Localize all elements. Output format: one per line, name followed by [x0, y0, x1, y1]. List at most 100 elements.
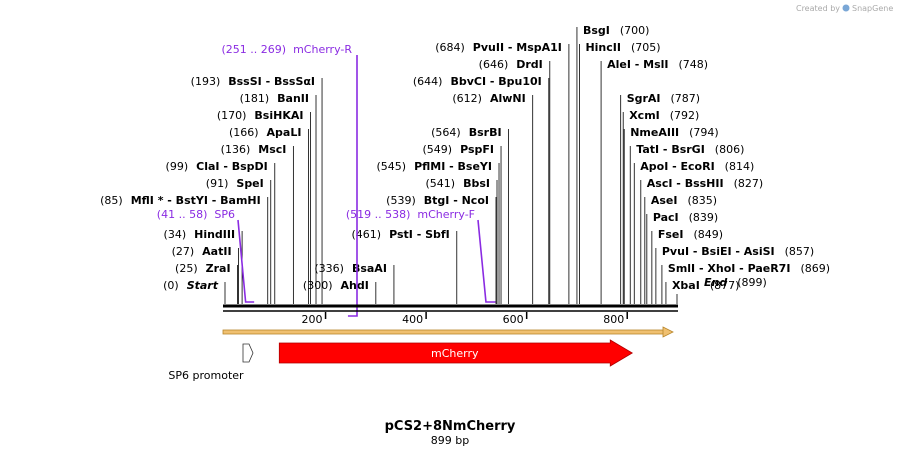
site-position: (564)	[431, 126, 461, 139]
primer-mcherry-r[interactable]: (251 .. 269) mCherry-R	[222, 43, 358, 317]
primer-mcherry-f[interactable]: (519 .. 538) mCherry-F	[346, 208, 496, 303]
site-aatii[interactable]: (27) AatII	[172, 245, 239, 304]
site-label: PacI (839)	[653, 211, 718, 224]
site-position: (539)	[386, 194, 416, 207]
site-position: (899)	[737, 276, 767, 289]
site-enzyme-name: BbsI	[463, 177, 490, 190]
site-position: (857)	[785, 245, 815, 258]
site-asei[interactable]: AseI (835)	[644, 194, 717, 304]
site-pvuii-mspa1i[interactable]: (684) PvuII - MspA1I	[435, 41, 570, 304]
backbone-arrow	[222, 326, 674, 338]
site-position: (549)	[423, 143, 453, 156]
site-position: (336)	[314, 262, 344, 275]
site-hincii[interactable]: HincII (705)	[579, 41, 661, 304]
site-paci[interactable]: PacI (839)	[646, 211, 718, 304]
site-position: (170)	[217, 109, 247, 122]
site-alwni[interactable]: (612) AlwNI	[452, 92, 534, 304]
site-enzyme-name: AhdI	[341, 279, 369, 292]
site-enzyme-name: DrdI	[516, 58, 543, 71]
site-bsihkai[interactable]: (170) BsiHKAI	[217, 109, 311, 304]
site-position: (835)	[687, 194, 717, 207]
site-asci-bsshii[interactable]: AscI - BssHII (827)	[640, 177, 763, 304]
site-psti-sbfi[interactable]: (461) PstI - SbfI	[352, 228, 458, 304]
site-bsrbi[interactable]: (564) BsrBI	[431, 126, 509, 304]
site-enzyme-name: BsrBI	[469, 126, 502, 139]
site-label: FseI (849)	[658, 228, 723, 241]
site-nmeaiii[interactable]: NmeAIII (794)	[623, 126, 719, 304]
site-enzyme-name: MflI * - BstYI - BamHI	[131, 194, 261, 207]
site-bbvci-bpu10i[interactable]: (644) BbvCI - Bpu10I	[413, 75, 550, 304]
site-position: (612)	[452, 92, 482, 105]
sequence-backbone[interactable]	[223, 304, 678, 312]
site-ahdi[interactable]: (300) AhdI	[303, 279, 377, 304]
site-position: (181)	[240, 92, 270, 105]
primer-name: SP6	[214, 208, 235, 221]
plasmid-name: pCS2+8NmCherry	[385, 419, 516, 434]
site-msci[interactable]: (136) MscI	[221, 143, 294, 304]
primer-range: (41 .. 58)	[157, 208, 208, 221]
site-pvui-bsiei-asisi[interactable]: PvuI - BsiEI - AsiSI (857)	[655, 245, 815, 304]
scale-tick-600: 600	[503, 312, 528, 326]
site-xcmi[interactable]: XcmI (792)	[622, 109, 699, 304]
backbone-arrow-head	[662, 326, 674, 338]
site-fsei[interactable]: FseI (849)	[651, 228, 723, 304]
site-label: (646) DrdI	[479, 58, 543, 71]
site-label: (193) BssSI - BssSαI	[191, 75, 315, 88]
site-start[interactable]: (0) Start	[163, 279, 226, 304]
site-position: (646)	[479, 58, 509, 71]
primer-sp6[interactable]: (41 .. 58) SP6	[157, 208, 255, 303]
site-xbai[interactable]: XbaI (877)	[665, 279, 739, 304]
site-apali[interactable]: (166) ApaLI	[229, 126, 309, 304]
site-enzyme-name: BssSI - BssSαI	[228, 75, 315, 88]
credit: Created by SnapGene	[796, 4, 893, 13]
site-enzyme-name: PflMI - BseYI	[414, 160, 492, 173]
site-enzyme-name: TatI - BsrGI	[636, 143, 705, 156]
site-position: (34)	[164, 228, 187, 241]
site-label: (461) PstI - SbfI	[352, 228, 450, 241]
site-smli-xhoi-paer7i[interactable]: SmlI - XhoI - PaeR7I (869)	[661, 262, 830, 304]
site-alei-msli[interactable]: AleI - MslI (748)	[600, 58, 708, 304]
site-label: AscI - BssHII (827)	[647, 177, 763, 190]
site-pflmi-bseyi[interactable]: (545) PflMI - BseYI	[376, 160, 500, 304]
site-enzyme-name: BtgI - NcoI	[424, 194, 489, 207]
site-bsssi-bsss-i[interactable]: (193) BssSI - BssSαI	[191, 75, 323, 304]
site-enzyme-name: PvuI - BsiEI - AsiSI	[662, 245, 775, 258]
site-enzyme-name: SpeI	[236, 177, 263, 190]
site-zrai[interactable]: (25) ZraI	[175, 262, 238, 304]
site-label: (99) ClaI - BspDI	[166, 160, 268, 173]
site-apoi-ecori[interactable]: ApoI - EcoRI (814)	[633, 160, 754, 304]
credit-brand: SnapGene	[852, 4, 893, 13]
site-end[interactable]: End (899)	[676, 276, 767, 304]
site-enzyme-name: PspFI	[460, 143, 494, 156]
site-drdi[interactable]: (646) DrdI	[479, 58, 551, 304]
site-bsaai[interactable]: (336) BsaAI	[314, 262, 395, 304]
site-position: (99)	[166, 160, 189, 173]
site-enzyme-name: BsgI	[583, 24, 610, 37]
site-mfli-bstyi-bamhi[interactable]: (85) MflI * - BstYI - BamHI	[100, 194, 269, 304]
site-position: (545)	[376, 160, 406, 173]
site-position: (25)	[175, 262, 198, 275]
site-label: (612) AlwNI	[452, 92, 525, 105]
site-label: (549) PspFI	[423, 143, 495, 156]
site-position: (0)	[163, 279, 179, 292]
site-banii[interactable]: (181) BanII	[240, 92, 317, 304]
site-enzyme-name: AatII	[202, 245, 231, 258]
site-pspfi[interactable]: (549) PspFI	[423, 143, 502, 304]
site-sgrai[interactable]: SgrAI (787)	[620, 92, 700, 304]
site-label: (181) BanII	[240, 92, 309, 105]
site-clai-bspdi[interactable]: (99) ClaI - BspDI	[166, 160, 276, 304]
site-bbsi[interactable]: (541) BbsI	[426, 177, 498, 304]
site-bsgi[interactable]: BsgI (700)	[576, 24, 650, 304]
site-enzyme-name: HindIII	[194, 228, 235, 241]
site-position: (839)	[689, 211, 719, 224]
site-tati-bsrgi[interactable]: TatI - BsrGI (806)	[629, 143, 744, 304]
site-btgi-ncoi[interactable]: (539) BtgI - NcoI	[386, 194, 497, 304]
feature-mcherry[interactable]: mCherry	[278, 339, 634, 367]
tick-label: 600	[503, 313, 524, 326]
feature-sp6-promoter[interactable]: SP6 promoter	[168, 343, 254, 382]
site-enzyme-name: PacI	[653, 211, 679, 224]
site-spei[interactable]: (91) SpeI	[206, 177, 272, 304]
site-position: (27)	[172, 245, 195, 258]
site-label: SmlI - XhoI - PaeR7I (869)	[668, 262, 830, 275]
